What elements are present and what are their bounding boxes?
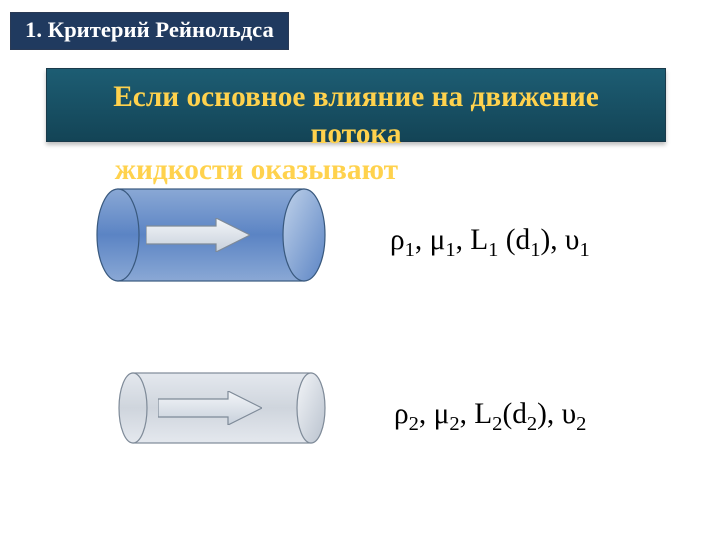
v-sub: 1 <box>579 239 589 261</box>
v: υ <box>562 398 577 430</box>
mu: μ <box>430 224 446 256</box>
L: L <box>474 398 492 430</box>
L: L <box>470 224 488 256</box>
rho: ρ <box>394 398 409 430</box>
d-sub: 1 <box>530 239 540 261</box>
mu: μ <box>434 398 450 430</box>
banner-line2-b: силы вязкости <box>405 154 597 186</box>
banner-line1: Если основное влияние на движение потока <box>67 79 645 152</box>
d: d <box>512 398 527 430</box>
mu-sub: 1 <box>445 239 455 261</box>
rho: ρ <box>390 224 405 256</box>
arrow-2-svg <box>158 391 262 425</box>
slide: 1. Критерий Рейнольдса Если основное вли… <box>0 0 720 540</box>
formula-2: ρ2, μ2, L2(d2), υ2 <box>394 398 586 436</box>
v-sub: 2 <box>576 413 586 435</box>
title-banner: Если основное влияние на движение потока… <box>46 68 666 142</box>
banner-line2: жидкости оказывают силы вязкости <box>67 152 645 189</box>
d-sub: 2 <box>527 413 537 435</box>
v: υ <box>565 224 580 256</box>
rho-sub: 1 <box>405 239 415 261</box>
banner-line2-a: жидкости оказывают <box>115 154 406 186</box>
formula-1: ρ1, μ1, L1 (d1), υ1 <box>390 224 590 262</box>
flow-arrow-1 <box>146 218 250 252</box>
L-sub: 2 <box>492 413 502 435</box>
d: d <box>516 224 531 256</box>
arrow-1-svg <box>146 218 250 252</box>
mu-sub: 2 <box>449 413 459 435</box>
flow-arrow-2 <box>158 391 262 425</box>
rho-sub: 2 <box>409 413 419 435</box>
L-sub: 1 <box>488 239 498 261</box>
section-tag: 1. Критерий Рейнольдса <box>10 12 289 50</box>
